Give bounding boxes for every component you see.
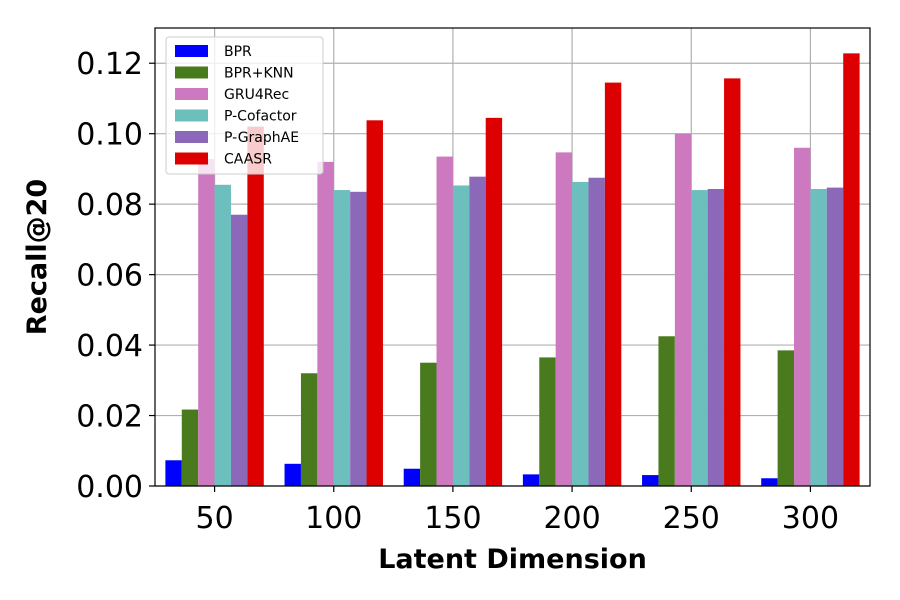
x-axis-title: Latent Dimension bbox=[378, 544, 647, 575]
legend-swatch bbox=[175, 109, 208, 122]
y-tick-label: 0.10 bbox=[76, 118, 143, 153]
bar-caasr-200 bbox=[604, 82, 622, 486]
plot-frame bbox=[154, 27, 871, 487]
legend-label: BPR bbox=[224, 44, 252, 60]
legend-label: P-GraphAE bbox=[224, 130, 299, 146]
x-tick-label: 150 bbox=[424, 501, 481, 536]
bar-gru4rec-100 bbox=[317, 161, 334, 486]
bar-caasr-250 bbox=[724, 78, 741, 486]
bar-p-graphae-50 bbox=[230, 214, 248, 486]
bar-bpr-knn-300 bbox=[777, 350, 795, 486]
bar-caasr-100 bbox=[366, 120, 383, 486]
bar-p-cofactor-300 bbox=[810, 189, 827, 486]
bar-bpr-100 bbox=[284, 463, 301, 486]
legend-swatch bbox=[175, 131, 208, 143]
bar-bpr-knn-150 bbox=[420, 362, 437, 486]
bar-bpr-150 bbox=[403, 468, 421, 486]
legend-swatch bbox=[175, 66, 208, 79]
x-axis-ticks: 50 100 150 200 250 300 bbox=[195, 486, 839, 536]
bar-p-cofactor-150 bbox=[452, 185, 470, 486]
legend-label: P-Cofactor bbox=[224, 109, 297, 125]
bar-p-graphae-100 bbox=[350, 191, 367, 487]
bar-bpr-250 bbox=[642, 475, 659, 486]
x-tick-label: 50 bbox=[195, 501, 233, 536]
y-tick-label: 0.12 bbox=[76, 47, 143, 82]
x-tick-label: 300 bbox=[782, 501, 839, 536]
bar-bpr-knn-100 bbox=[300, 373, 318, 486]
bar-p-cofactor-100 bbox=[333, 190, 351, 487]
x-tick-label: 250 bbox=[663, 501, 720, 536]
legend-label: CAASR bbox=[224, 152, 272, 168]
bar-bpr-knn-50 bbox=[181, 409, 199, 486]
bar-bpr-200 bbox=[522, 474, 540, 486]
legend-swatch bbox=[175, 152, 208, 165]
bar-bpr-knn-200 bbox=[539, 357, 556, 486]
legend: BPR BPR+KNN GRU4Rec P-Cofactor P-GraphAE CAAS… bbox=[165, 36, 324, 175]
y-tick-label: 0.04 bbox=[76, 329, 143, 364]
bar-gru4rec-300 bbox=[794, 147, 811, 487]
bar-caasr-50 bbox=[247, 126, 264, 487]
legend-label: BPR+KNN bbox=[224, 66, 294, 82]
bar-gru4rec-150 bbox=[436, 156, 453, 487]
bar-p-graphae-150 bbox=[469, 176, 486, 487]
y-axis-ticks: 0.00 0.02 0.04 0.06 0.08 0.10 0.12 bbox=[76, 47, 155, 505]
bar-bpr-knn-250 bbox=[658, 336, 675, 486]
y-tick-label: 0.08 bbox=[76, 188, 143, 223]
bar-p-cofactor-250 bbox=[691, 190, 708, 487]
y-axis-title: Recall@20 bbox=[22, 179, 53, 335]
bar-gru4rec-200 bbox=[555, 152, 573, 486]
legend-swatch bbox=[175, 88, 208, 100]
x-tick-label: 100 bbox=[305, 501, 362, 536]
y-tick-label: 0.02 bbox=[76, 400, 143, 435]
bar-gru4rec-250 bbox=[674, 133, 692, 486]
legend-swatch bbox=[175, 45, 208, 57]
y-tick-label: 0.00 bbox=[76, 470, 143, 505]
bar-p-graphae-300 bbox=[826, 187, 844, 486]
bar-caasr-150 bbox=[485, 117, 503, 486]
bar-p-cofactor-200 bbox=[572, 181, 589, 486]
bar-p-graphae-250 bbox=[707, 189, 725, 486]
bar-bpr-50 bbox=[165, 460, 182, 486]
y-tick-label: 0.06 bbox=[76, 259, 143, 294]
bar-gru4rec-50 bbox=[198, 159, 215, 486]
bar-p-graphae-200 bbox=[588, 177, 605, 486]
bar-bpr-300 bbox=[761, 478, 778, 486]
bar-caasr-300 bbox=[843, 53, 860, 487]
bars bbox=[165, 53, 860, 487]
x-tick-label: 200 bbox=[543, 501, 600, 536]
bar-p-cofactor-50 bbox=[214, 184, 231, 486]
legend-label: GRU4Rec bbox=[224, 87, 289, 103]
